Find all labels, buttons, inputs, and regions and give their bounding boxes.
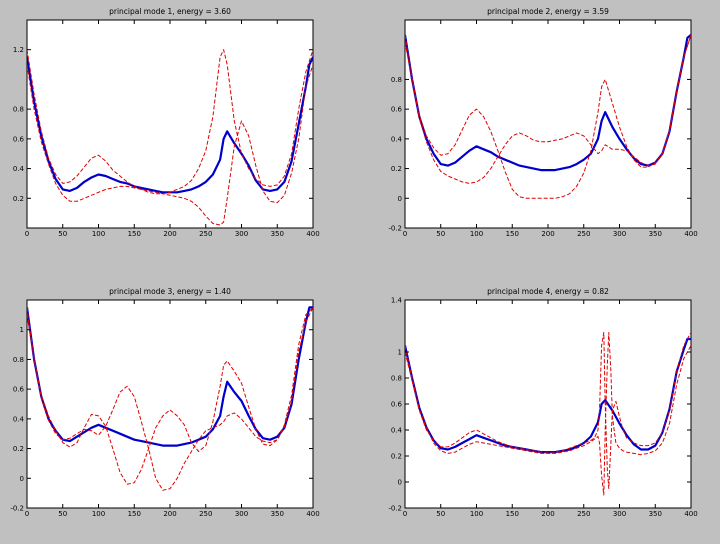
bound-line-3-2 [27, 307, 313, 491]
x-tick-label-2-3: 150 [506, 230, 519, 238]
x-tick-label-4-1: 50 [436, 510, 445, 518]
x-tick-label-3-2: 100 [92, 510, 105, 518]
subplot-4: 0 50 100 150 200 250 300 350 400-0.200.20.40.60.… [388, 287, 697, 518]
series-group-4 [405, 332, 691, 496]
x-tick-label-3-3: 150 [128, 510, 141, 518]
subplot-title-2: principal mode 2, energy = 3.59 [487, 7, 609, 16]
x-tick-label-4-6: 300 [613, 510, 626, 518]
subplot-title-4: principal mode 4, energy = 0.82 [487, 287, 609, 296]
x-tick-label-1-2: 100 [92, 230, 105, 238]
y-tick-label-3-4: 0.6 [13, 386, 25, 394]
y-tick-label-2-1: 0 [398, 195, 402, 203]
y-tick-label-1-0: 0.2 [13, 195, 24, 203]
y-tick-label-3-3: 0.4 [13, 415, 25, 423]
y-tick-label-1-4: 1.2 [13, 46, 24, 54]
y-tick-label-4-3: 0.4 [391, 427, 403, 435]
x-tick-label-1-1: 50 [58, 230, 67, 238]
x-tick-label-1-4: 200 [163, 230, 176, 238]
y-tick-label-3-5: 0.8 [13, 356, 24, 364]
x-tick-label-1-7: 350 [271, 230, 284, 238]
x-tick-label-4-8: 400 [684, 510, 697, 518]
y-tick-label-2-4: 0.6 [391, 106, 403, 114]
subplot-2: 0 50 100 150 200 250 300 350 400-0.200.20.40.60.… [388, 7, 697, 238]
x-tick-label-4-7: 350 [649, 510, 662, 518]
y-tick-label-3-2: 0.2 [13, 445, 24, 453]
plot-area-1 [26, 19, 314, 229]
x-tick-label-1-5: 250 [199, 230, 212, 238]
x-tick-label-1-6: 300 [235, 230, 248, 238]
bound-line-4-2 [405, 332, 691, 496]
x-tick-label-4-5: 250 [577, 510, 590, 518]
y-tick-label-4-1: 0 [398, 479, 402, 487]
y-tick-label-3-6: 1 [20, 326, 24, 334]
x-tick-label-1-0: 0 [25, 230, 29, 238]
y-tick-label-2-3: 0.4 [391, 135, 403, 143]
x-tick-label-4-3: 150 [506, 510, 519, 518]
subplot-title-3: principal mode 3, energy = 1.40 [109, 287, 231, 296]
x-tick-label-2-8: 400 [684, 230, 697, 238]
y-tick-label-4-0: -0.2 [388, 505, 402, 513]
x-tick-label-2-0: 0 [403, 230, 407, 238]
x-tick-label-4-0: 0 [403, 510, 407, 518]
bound-line-2-1 [405, 34, 691, 199]
x-tick-label-2-7: 350 [649, 230, 662, 238]
y-tick-label-2-0: -0.2 [388, 225, 402, 233]
plot-area-3 [26, 299, 314, 509]
y-tick-label-2-5: 0.8 [391, 76, 402, 84]
series-group-1 [27, 49, 313, 226]
y-tick-label-4-4: 0.6 [391, 401, 403, 409]
bound-line-3-1 [27, 307, 313, 485]
x-tick-label-3-1: 50 [58, 510, 67, 518]
y-tick-label-4-2: 0.2 [391, 453, 402, 461]
subplot-title-1: principal mode 1, energy = 3.60 [109, 7, 231, 16]
y-tick-label-4-7: 1.4 [391, 297, 403, 305]
y-tick-label-1-1: 0.4 [13, 165, 25, 173]
bound-line-1-2 [27, 64, 313, 226]
x-tick-label-1-3: 150 [128, 230, 141, 238]
mean-line-4-0 [405, 337, 691, 454]
y-tick-label-4-5: 0.8 [391, 375, 402, 383]
x-tick-label-3-5: 250 [199, 510, 212, 518]
x-tick-label-3-8: 400 [306, 510, 319, 518]
x-tick-label-2-2: 100 [470, 230, 483, 238]
subplot-3: 0 50 100 150 200 250 300 350 400-0.200.20.40.60.… [10, 287, 319, 518]
plot-area-2 [404, 19, 692, 229]
x-tick-label-2-1: 50 [436, 230, 445, 238]
y-tick-label-2-2: 0.2 [391, 165, 402, 173]
y-tick-label-3-1: 0 [20, 475, 24, 483]
x-tick-label-4-2: 100 [470, 510, 483, 518]
series-group-2 [405, 34, 691, 199]
x-tick-label-3-4: 200 [163, 510, 176, 518]
plot-area-4 [404, 299, 692, 509]
x-tick-label-2-5: 250 [577, 230, 590, 238]
subplot-1: 0 50 100 150 200 250 300 350 400 0.2 0.4 0.6 0.8 1.2 p… [13, 7, 320, 238]
y-tick-label-3-0: -0.2 [10, 505, 24, 513]
x-tick-label-2-4: 200 [541, 230, 554, 238]
bound-line-2-2 [405, 34, 691, 184]
series-group-3 [27, 306, 313, 491]
y-tick-label-1-3: 0.8 [13, 106, 24, 114]
mean-line-3-0 [27, 306, 313, 447]
y-tick-label-1-2: 0.6 [13, 135, 25, 143]
x-tick-label-4-4: 200 [541, 510, 554, 518]
x-tick-label-3-0: 0 [25, 510, 29, 518]
bound-line-1-1 [27, 49, 313, 195]
x-tick-label-2-6: 300 [613, 230, 626, 238]
bound-line-4-1 [405, 332, 691, 489]
mean-line-1-0 [27, 56, 313, 194]
y-tick-label-4-6: 1 [398, 349, 402, 357]
x-tick-label-1-8: 400 [306, 230, 319, 238]
x-tick-label-3-7: 350 [271, 510, 284, 518]
x-tick-label-3-6: 300 [235, 510, 248, 518]
